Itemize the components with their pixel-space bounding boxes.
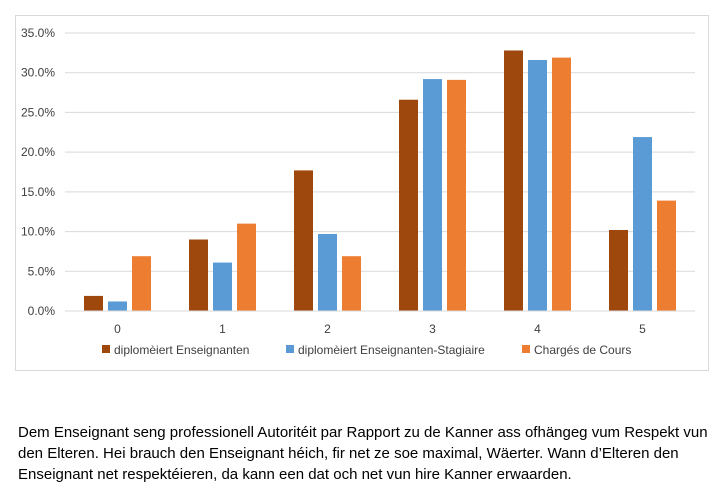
- bar: [423, 79, 442, 311]
- bar: [528, 60, 547, 312]
- y-tick-label: 30.0%: [21, 66, 55, 80]
- y-tick-label: 5.0%: [28, 264, 56, 278]
- bar: [84, 295, 103, 311]
- x-tick-label: 4: [534, 322, 541, 336]
- bar: [342, 256, 361, 311]
- bar: [132, 256, 151, 311]
- bar: [294, 170, 313, 311]
- bar: [609, 229, 628, 311]
- y-tick-label: 10.0%: [21, 225, 55, 239]
- bar: [399, 99, 418, 311]
- y-tick-label: 35.0%: [21, 26, 55, 40]
- bar: [213, 262, 232, 311]
- x-tick-label: 2: [324, 322, 331, 336]
- bar: [189, 239, 208, 311]
- y-tick-label: 20.0%: [21, 145, 55, 159]
- bar-chart: 0.0% 5.0% 10.0% 15.0% 20.0% 25.0% 30.0% 35.0% 0 1…: [21, 26, 695, 357]
- legend-swatch: [102, 345, 110, 353]
- bar: [237, 223, 256, 311]
- y-tick-label: 25.0%: [21, 105, 55, 119]
- x-tick-label: 0: [114, 322, 121, 336]
- legend-swatch: [286, 345, 294, 353]
- legend-label: Chargés de Cours: [534, 343, 631, 357]
- bar: [633, 137, 652, 311]
- bar: [504, 50, 523, 312]
- bar: [552, 57, 571, 311]
- chart-caption: Dem Enseignant seng professionell Autori…: [18, 424, 708, 483]
- bar: [318, 233, 337, 311]
- legend-label: diplomèiert Enseignanten: [114, 343, 249, 357]
- x-tick-label: 1: [219, 322, 226, 336]
- chart-frame: [15, 15, 709, 371]
- y-tick-label: 0.0%: [28, 304, 56, 318]
- bar: [108, 301, 127, 311]
- x-tick-label: 5: [639, 322, 646, 336]
- legend-label: diplomèiert Enseignanten-Stagiaire: [298, 343, 485, 357]
- x-tick-label: 3: [429, 322, 436, 336]
- legend-swatch: [522, 345, 530, 353]
- bar: [447, 79, 466, 311]
- y-tick-label: 15.0%: [21, 185, 55, 199]
- bar: [657, 200, 676, 311]
